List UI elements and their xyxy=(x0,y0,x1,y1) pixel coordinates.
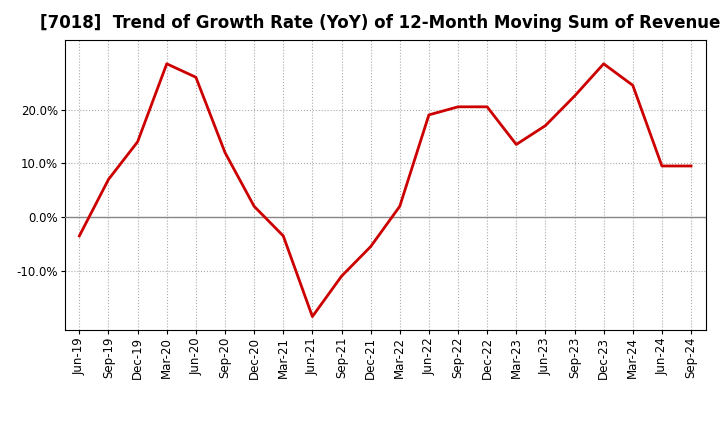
Title: [7018]  Trend of Growth Rate (YoY) of 12-Month Moving Sum of Revenues: [7018] Trend of Growth Rate (YoY) of 12-… xyxy=(40,15,720,33)
